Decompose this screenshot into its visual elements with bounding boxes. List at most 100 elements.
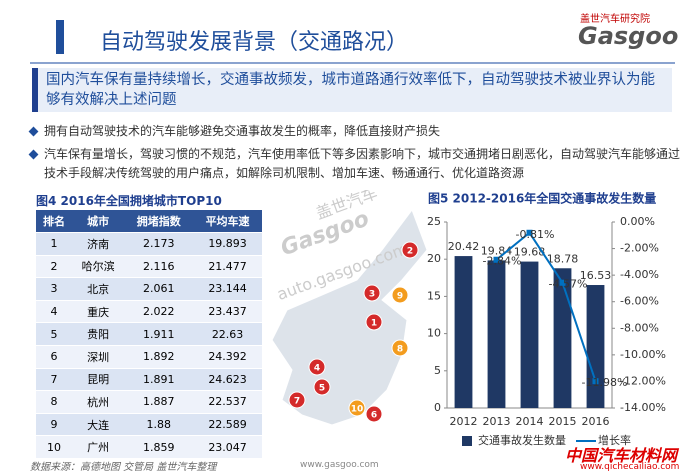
logo-caption: 盖世汽车研究院	[580, 14, 650, 25]
y2-tick-label: -14.00%	[620, 401, 666, 414]
table-cell: 9	[36, 412, 72, 436]
table-cell: 北京	[71, 277, 125, 301]
table-cell: 广州	[71, 435, 125, 458]
line-marker	[592, 378, 599, 385]
table-cell: 1.891	[124, 367, 194, 391]
bar	[487, 260, 506, 408]
bullet: 拥有自动驾驶技术的汽车能够避免交通事故发生的概率，降低直接财产损失	[44, 122, 684, 141]
y2-tick-label: -6.00%	[620, 295, 659, 308]
summary-box: 国内汽车保有量持续增长，交通事故频发，城市道路通行效率低下，自动驾驶技术被业界认…	[32, 68, 672, 112]
table-cell: 7	[36, 367, 72, 391]
table-row: 1 济南 2.173 19.893	[36, 232, 262, 256]
legend-label: 增长率	[598, 433, 631, 447]
table-cell: 2.022	[124, 299, 194, 323]
map-pin-label: 9	[397, 292, 403, 302]
y2-tick-label: -10.00%	[620, 348, 666, 361]
table-cell: 哈尔滨	[71, 254, 125, 278]
header-cell: 平均车速	[193, 210, 262, 233]
bar-label: 18.78	[547, 252, 579, 265]
table-row: 2 哈尔滨 2.116 21.477	[36, 254, 262, 278]
map-pin-label: 5	[319, 384, 325, 394]
watermark-url: www.qichecailiao.com	[580, 462, 680, 472]
table-row: 7 昆明 1.891 24.623	[36, 367, 262, 391]
map-pin	[313, 378, 331, 396]
map-pin-label: 6	[371, 411, 377, 421]
map-pin-label: 2	[407, 247, 413, 257]
legend-swatch	[462, 436, 472, 446]
x-tick-label: 2012	[450, 415, 478, 428]
table-row: 5 贵阳 1.911 22.63	[36, 322, 262, 346]
table-cell: 2.116	[124, 254, 194, 278]
table-cell: 重庆	[71, 299, 125, 323]
bar	[454, 256, 473, 408]
x-tick-label: 2016	[582, 415, 610, 428]
map-pin-label: 8	[397, 345, 403, 355]
table-cell: 1.892	[124, 344, 194, 369]
map-pin	[391, 339, 409, 357]
header-cell: 排名	[36, 210, 72, 233]
table-cell: 深圳	[71, 344, 125, 369]
table-cell: 贵阳	[71, 322, 125, 346]
table-row: 4 重庆 2.022 23.437	[36, 299, 262, 323]
map-pin	[365, 405, 383, 423]
map-pin	[288, 391, 306, 409]
map-pin-label: 1	[371, 319, 377, 329]
map-pin-label: 3	[369, 290, 375, 300]
table-cell: 23.047	[193, 435, 262, 458]
header-rule	[30, 62, 675, 64]
watermark: 中国汽车材料网	[565, 446, 678, 465]
map-pin	[365, 313, 383, 331]
table-cell: 昆明	[71, 367, 125, 391]
y2-tick-label: -12.00%	[620, 374, 666, 387]
title-accent	[56, 20, 64, 54]
table-cell: 4	[36, 299, 72, 323]
table-cell: 2.061	[124, 277, 194, 301]
slide-title: 自动驾驶发展背景（交通路况）	[100, 30, 409, 55]
table-cell: 19.893	[193, 232, 262, 256]
congestion-table: 排名 城市 拥堵指数 平均车速 1 济南 2.173 19.893 2 哈尔滨 2.116 21.47…	[36, 210, 262, 458]
y-tick-label: 25	[427, 215, 441, 228]
bar	[586, 285, 605, 408]
table-cell: 5	[36, 322, 72, 346]
bar	[520, 261, 539, 408]
y2-tick-label: -2.00%	[620, 242, 659, 255]
line-marker	[559, 279, 566, 286]
map-pin	[363, 284, 381, 302]
map-pin-label: 10	[351, 405, 364, 415]
table-cell: 24.392	[193, 344, 262, 369]
table-cell: 23.144	[193, 277, 262, 301]
map-pin-label: 7	[294, 397, 300, 407]
table-row: 3 北京 2.061 23.144	[36, 277, 262, 301]
header-cell: 城市	[71, 210, 125, 233]
table-cell: 23.437	[193, 299, 262, 323]
header-cell: 拥堵指数	[124, 210, 194, 233]
y2-tick-label: -4.00%	[620, 268, 659, 281]
table-cell: 1.88	[124, 412, 194, 436]
table-title: 图4 2016年全国拥堵城市TOP10	[36, 194, 222, 208]
chart-title: 图5 2012-2016年全国交通事故发生数量	[428, 191, 656, 206]
y2-tick-label: 0.00%	[620, 215, 655, 228]
table-cell: 10	[36, 435, 72, 458]
map-pin	[401, 241, 419, 259]
map-pin	[391, 286, 409, 304]
line-label: -2.84%	[483, 255, 522, 268]
x-tick-label: 2014	[516, 415, 544, 428]
table-cell: 8	[36, 390, 72, 414]
bullet: 汽车保有量增长，驾驶习惯的不规范，汽车使用率低下等多因素影响下，城市交通拥堵日剧…	[44, 145, 684, 183]
x-tick-label: 2015	[549, 415, 577, 428]
table-cell: 2.173	[124, 232, 194, 256]
table-cell: 2	[36, 254, 72, 278]
table-cell: 济南	[71, 232, 125, 256]
source-note: 数据来源：高德地图 交管局 盖世汽车整理	[30, 462, 217, 473]
table-cell: 24.623	[193, 367, 262, 391]
bar-label: 16.53	[580, 269, 612, 282]
table-cell: 1.859	[124, 435, 194, 458]
footer-url: www.gasgoo.com	[300, 460, 379, 470]
bar-label: 20.42	[448, 240, 480, 253]
table-row: 10 广州 1.859 23.047	[36, 435, 262, 458]
table-cell: 杭州	[71, 390, 125, 414]
bar	[553, 268, 572, 408]
y-tick-label: 5	[434, 364, 441, 377]
y-tick-label: 15	[427, 289, 441, 302]
